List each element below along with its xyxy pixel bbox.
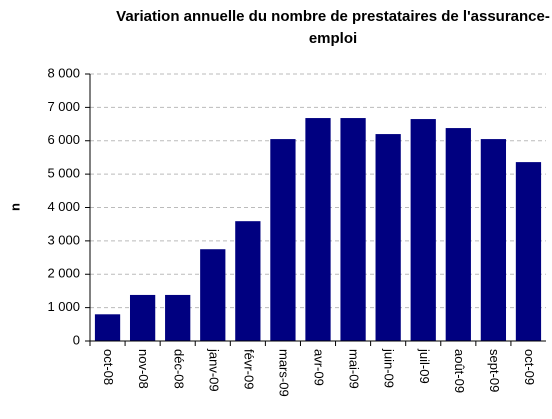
bar — [200, 249, 226, 341]
bar — [410, 119, 436, 342]
x-tick-label: juil-09 — [417, 348, 432, 384]
x-tick-label: août-09 — [452, 349, 467, 393]
y-tick-label: 7 000 — [47, 99, 80, 114]
x-tick-label: sept-09 — [487, 349, 502, 392]
x-tick-label: nov-08 — [136, 349, 151, 389]
bar — [305, 118, 331, 342]
x-tick-label: févr-09 — [241, 349, 256, 389]
bar — [515, 162, 542, 341]
y-tick-label: 0 — [73, 332, 80, 347]
bar — [165, 294, 191, 341]
y-tick-label: 6 000 — [47, 132, 80, 147]
y-tick-label: 8 000 — [47, 65, 80, 80]
x-tick-label: janv-09 — [206, 348, 221, 392]
y-tick-label: 1 000 — [47, 299, 80, 314]
y-tick-label: 2 000 — [47, 266, 80, 281]
x-tick-label: oct-08 — [101, 349, 116, 385]
x-tick-label: juin-09 — [382, 348, 397, 388]
y-tick-label: 4 000 — [47, 199, 80, 214]
bar — [94, 314, 121, 341]
bar — [270, 139, 296, 341]
x-tick-label: mars-09 — [276, 349, 291, 397]
y-tick-label: 3 000 — [47, 232, 80, 247]
x-tick-label: avr-09 — [312, 349, 327, 386]
chart-title: Variation annuelle du nombre de prestata… — [116, 8, 550, 47]
y-axis-label: n — [7, 203, 22, 211]
bar — [445, 128, 471, 341]
y-tick-label: 5 000 — [47, 166, 80, 181]
x-tick-label: mai-09 — [347, 349, 362, 389]
bar — [235, 221, 261, 341]
bar — [480, 139, 507, 341]
x-tick-label: oct-09 — [522, 349, 537, 385]
bar — [340, 118, 366, 342]
bar — [129, 294, 156, 341]
bar — [375, 134, 401, 341]
x-tick-label: déc-08 — [171, 349, 186, 389]
